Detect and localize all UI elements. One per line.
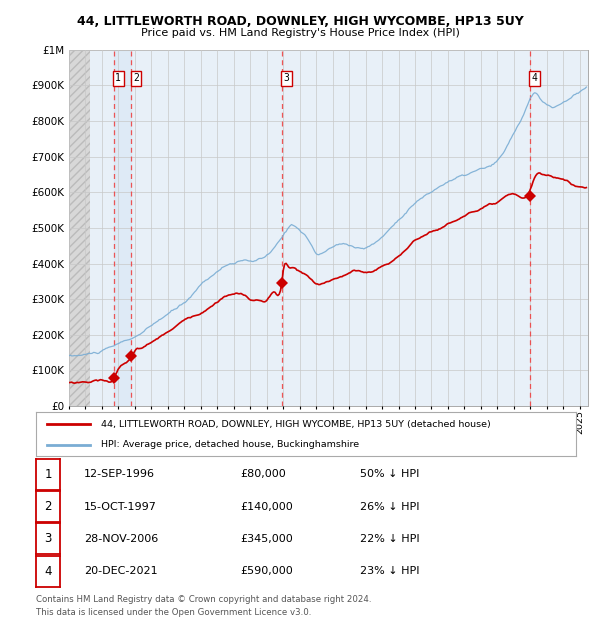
Text: 23% ↓ HPI: 23% ↓ HPI — [360, 566, 419, 576]
Text: 44, LITTLEWORTH ROAD, DOWNLEY, HIGH WYCOMBE, HP13 5UY: 44, LITTLEWORTH ROAD, DOWNLEY, HIGH WYCO… — [77, 16, 523, 28]
Text: 15-OCT-1997: 15-OCT-1997 — [84, 502, 157, 512]
Text: 2: 2 — [133, 73, 139, 83]
Text: 3: 3 — [44, 533, 52, 545]
Text: 4: 4 — [44, 565, 52, 577]
Text: Contains HM Land Registry data © Crown copyright and database right 2024.
This d: Contains HM Land Registry data © Crown c… — [36, 595, 371, 618]
Text: 3: 3 — [283, 73, 289, 83]
Text: 44, LITTLEWORTH ROAD, DOWNLEY, HIGH WYCOMBE, HP13 5UY (detached house): 44, LITTLEWORTH ROAD, DOWNLEY, HIGH WYCO… — [101, 420, 491, 429]
Text: Price paid vs. HM Land Registry's House Price Index (HPI): Price paid vs. HM Land Registry's House … — [140, 28, 460, 38]
Text: 2: 2 — [44, 500, 52, 513]
Text: 22% ↓ HPI: 22% ↓ HPI — [360, 534, 419, 544]
Text: 12-SEP-1996: 12-SEP-1996 — [84, 469, 155, 479]
Text: HPI: Average price, detached house, Buckinghamshire: HPI: Average price, detached house, Buck… — [101, 440, 359, 450]
Text: 50% ↓ HPI: 50% ↓ HPI — [360, 469, 419, 479]
Text: 26% ↓ HPI: 26% ↓ HPI — [360, 502, 419, 512]
Text: 20-DEC-2021: 20-DEC-2021 — [84, 566, 158, 576]
Text: £80,000: £80,000 — [240, 469, 286, 479]
Text: 28-NOV-2006: 28-NOV-2006 — [84, 534, 158, 544]
Bar — [69, 50, 91, 406]
Text: 1: 1 — [115, 73, 121, 83]
Text: 4: 4 — [532, 73, 538, 83]
Text: £345,000: £345,000 — [240, 534, 293, 544]
Bar — [113, 50, 131, 406]
Text: £140,000: £140,000 — [240, 502, 293, 512]
Text: £590,000: £590,000 — [240, 566, 293, 576]
Text: 1: 1 — [44, 468, 52, 481]
